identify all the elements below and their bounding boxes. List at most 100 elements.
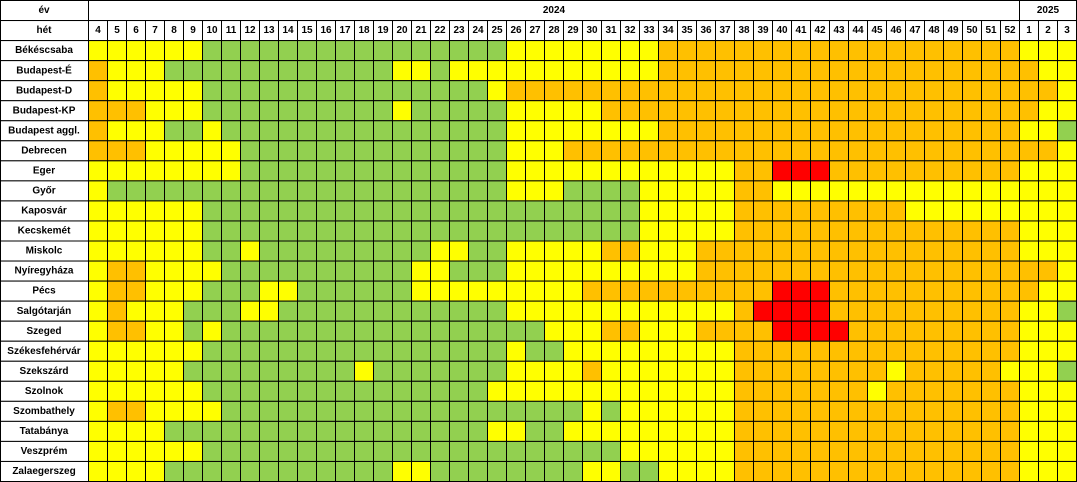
heat-cell: [582, 180, 602, 202]
heat-cell: [677, 420, 697, 442]
heat-cell: [772, 400, 792, 422]
heat-cell: [164, 160, 184, 182]
heat-cell: [240, 320, 260, 342]
heat-cell: [848, 280, 868, 302]
week-label: 3: [1064, 25, 1070, 36]
heat-cell: [335, 300, 355, 322]
heat-cell: [392, 200, 412, 222]
heat-cell: [696, 440, 716, 462]
heat-cell: [335, 60, 355, 82]
heat-cell: [316, 360, 336, 382]
heat-cell: [335, 240, 355, 262]
heat-cell: [145, 260, 165, 282]
heat-cell: [240, 60, 260, 82]
heat-cell: [943, 180, 963, 202]
heat-cell: [696, 460, 716, 482]
heat-cell: [962, 360, 982, 382]
heat-cell: [1000, 100, 1020, 122]
heat-cell: [354, 260, 374, 282]
heat-cell: [734, 400, 754, 422]
heat-cell: [183, 160, 203, 182]
heat-cell: [791, 60, 811, 82]
heat-cell: [1000, 200, 1020, 222]
heat-cell: [639, 60, 659, 82]
heat-cell: [88, 360, 108, 382]
heat-cell: [468, 200, 488, 222]
heat-cell: [449, 340, 469, 362]
heat-cell: [981, 400, 1001, 422]
heat-cell: [791, 300, 811, 322]
heat-cell: [962, 40, 982, 62]
heat-cell: [126, 180, 146, 202]
heat-cell: [411, 120, 431, 142]
heat-cell: [1038, 400, 1058, 422]
heat-cell: [126, 200, 146, 222]
heat-cell: [202, 360, 222, 382]
heat-cell: [335, 120, 355, 142]
heat-cell: [1019, 160, 1039, 182]
heat-cell: [1019, 260, 1039, 282]
heat-cell: [753, 100, 773, 122]
heat-cell: [886, 280, 906, 302]
heat-cell: [107, 420, 127, 442]
heat-cell: [658, 320, 678, 342]
heat-cell: [297, 380, 317, 402]
heat-cell: [639, 160, 659, 182]
heat-cell: [240, 380, 260, 402]
heat-cell: [772, 180, 792, 202]
heat-cell: [905, 400, 925, 422]
heat-cell: [392, 220, 412, 242]
heat-cell: [392, 160, 412, 182]
heat-cell: [259, 260, 279, 282]
week-label: 10: [206, 25, 218, 36]
heat-cell: [810, 340, 830, 362]
heat-cell: [848, 140, 868, 162]
heat-cell: [620, 240, 640, 262]
heat-cell: [278, 40, 298, 62]
heat-cell: [639, 260, 659, 282]
heat-cell: [981, 300, 1001, 322]
heat-cell: [126, 400, 146, 422]
region-name: Pécs: [32, 286, 56, 297]
week-label: 8: [171, 25, 177, 36]
heat-cell: [810, 80, 830, 102]
heat-cell: [677, 340, 697, 362]
heat-cell: [126, 380, 146, 402]
heat-cell: [658, 440, 678, 462]
heat-cell: [316, 340, 336, 362]
heat-cell: [677, 320, 697, 342]
heat-cell: [810, 360, 830, 382]
heat-cell: [734, 200, 754, 222]
heat-cell: [772, 280, 792, 302]
heat-cell: [753, 200, 773, 222]
heat-cell: [582, 420, 602, 442]
week-label: 9: [190, 25, 196, 36]
heat-cell: [373, 380, 393, 402]
heat-cell: [449, 240, 469, 262]
heat-cell: [886, 40, 906, 62]
heat-cell: [525, 220, 545, 242]
heat-cell: [525, 440, 545, 462]
heat-cell: [335, 420, 355, 442]
heat-cell: [905, 440, 925, 462]
heat-cell: [715, 300, 735, 322]
week-label: 40: [776, 25, 788, 36]
heat-cell: [1038, 100, 1058, 122]
heat-cell: [411, 300, 431, 322]
heat-cell: [126, 240, 146, 262]
heat-cell: [734, 320, 754, 342]
heat-cell: [316, 460, 336, 482]
heat-cell: [259, 300, 279, 322]
heat-cell: [126, 300, 146, 322]
heat-cell: [1000, 460, 1020, 482]
heat-cell: [905, 300, 925, 322]
heat-cell: [430, 420, 450, 442]
heat-cell: [107, 220, 127, 242]
heat-cell: [259, 340, 279, 362]
heat-cell: [335, 40, 355, 62]
heat-cell: [411, 340, 431, 362]
heat-cell: [943, 440, 963, 462]
heat-cell: [449, 140, 469, 162]
heat-cell: [734, 380, 754, 402]
heat-cell: [373, 60, 393, 82]
